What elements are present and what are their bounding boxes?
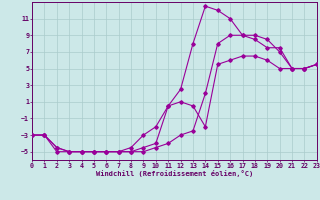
X-axis label: Windchill (Refroidissement éolien,°C): Windchill (Refroidissement éolien,°C): [96, 170, 253, 177]
